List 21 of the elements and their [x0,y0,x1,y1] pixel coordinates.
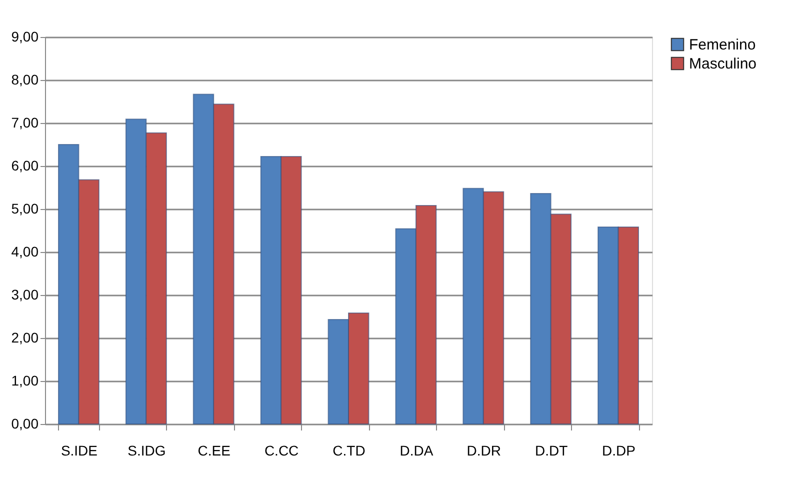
legend-label: Masculino [689,56,757,72]
y-tick-label: 3,00 [11,286,39,302]
y-tick-label: 6,00 [11,158,39,174]
legend-label: Femenino [689,36,756,54]
x-tick-label: D.DT [534,442,568,458]
y-tick-label: 1,00 [11,372,39,388]
y-tick-label: 4,00 [11,244,39,260]
y-tick-label: 2,00 [11,330,39,346]
y-tick-label: 9,00 [11,28,39,44]
x-tick-label: S.IDE [60,442,98,458]
y-tick-label: 8,00 [11,72,39,88]
x-tick-label: C.EE [198,442,230,458]
x-tick-label: D.DA [400,442,434,458]
x-tick-label: D.DR [466,442,502,458]
x-tick-label: C.CC [264,442,299,458]
y-tick-label: 0,00 [11,416,39,432]
y-tick-label: 5,00 [11,200,39,216]
y-tick-label: 7,00 [11,114,39,130]
x-tick-label: S.IDG [128,442,166,458]
x-tick-label: D.DP [602,442,636,458]
x-tick-label: C.TD [332,442,366,458]
